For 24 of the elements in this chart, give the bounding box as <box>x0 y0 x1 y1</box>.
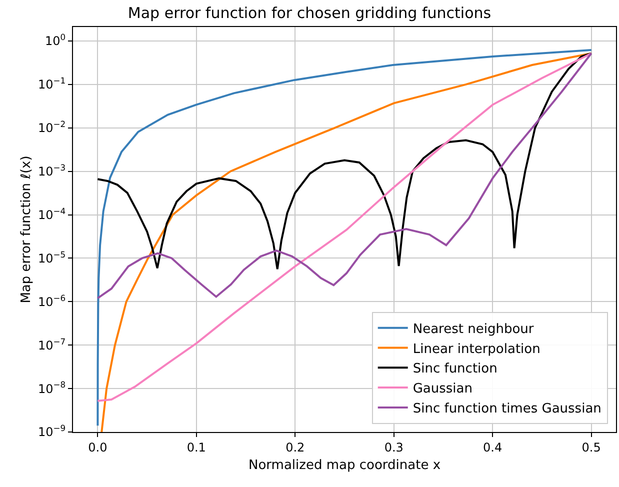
legend-label: Linear interpolation <box>412 342 540 357</box>
y-tick-label: 10$^{−7}$ <box>38 336 66 352</box>
y-tick-label: 10$^{−6}$ <box>38 292 66 309</box>
legend-label: Sinc function times Gaussian <box>412 402 602 417</box>
y-tick-label: 10$^{−3}$ <box>38 162 66 179</box>
legend-label: Sinc function <box>412 362 498 377</box>
legend-label: Gaussian <box>412 382 473 397</box>
x-tick-label: 0.4 <box>483 440 502 454</box>
x-axis-title: Normalized map coordinate x <box>248 458 441 473</box>
y-tick-label: 10$^{−1}$ <box>38 76 66 92</box>
x-tick-label: 0.3 <box>384 440 404 454</box>
y-tick-label: 10$^{0}$ <box>44 32 66 48</box>
y-axis-title: Map error function ℓ(x) <box>18 156 34 304</box>
x-tick-label: 0.2 <box>286 440 305 454</box>
y-tick-label: 10$^{−4}$ <box>38 206 66 222</box>
x-tick-label: 0.0 <box>88 440 108 454</box>
y-tick-label: 10$^{−5}$ <box>38 249 66 266</box>
y-tick-label: 10$^{−9}$ <box>38 423 66 440</box>
x-tick-label: 0.5 <box>582 440 601 454</box>
legend-label: Nearest neighbour <box>412 322 534 337</box>
x-tick-label: 0.1 <box>186 440 206 454</box>
y-tick-label: 10$^{−2}$ <box>38 119 66 136</box>
y-tick-label: 10$^{−8}$ <box>38 380 66 396</box>
chart-title: Map error function for chosen gridding functions <box>128 4 492 22</box>
